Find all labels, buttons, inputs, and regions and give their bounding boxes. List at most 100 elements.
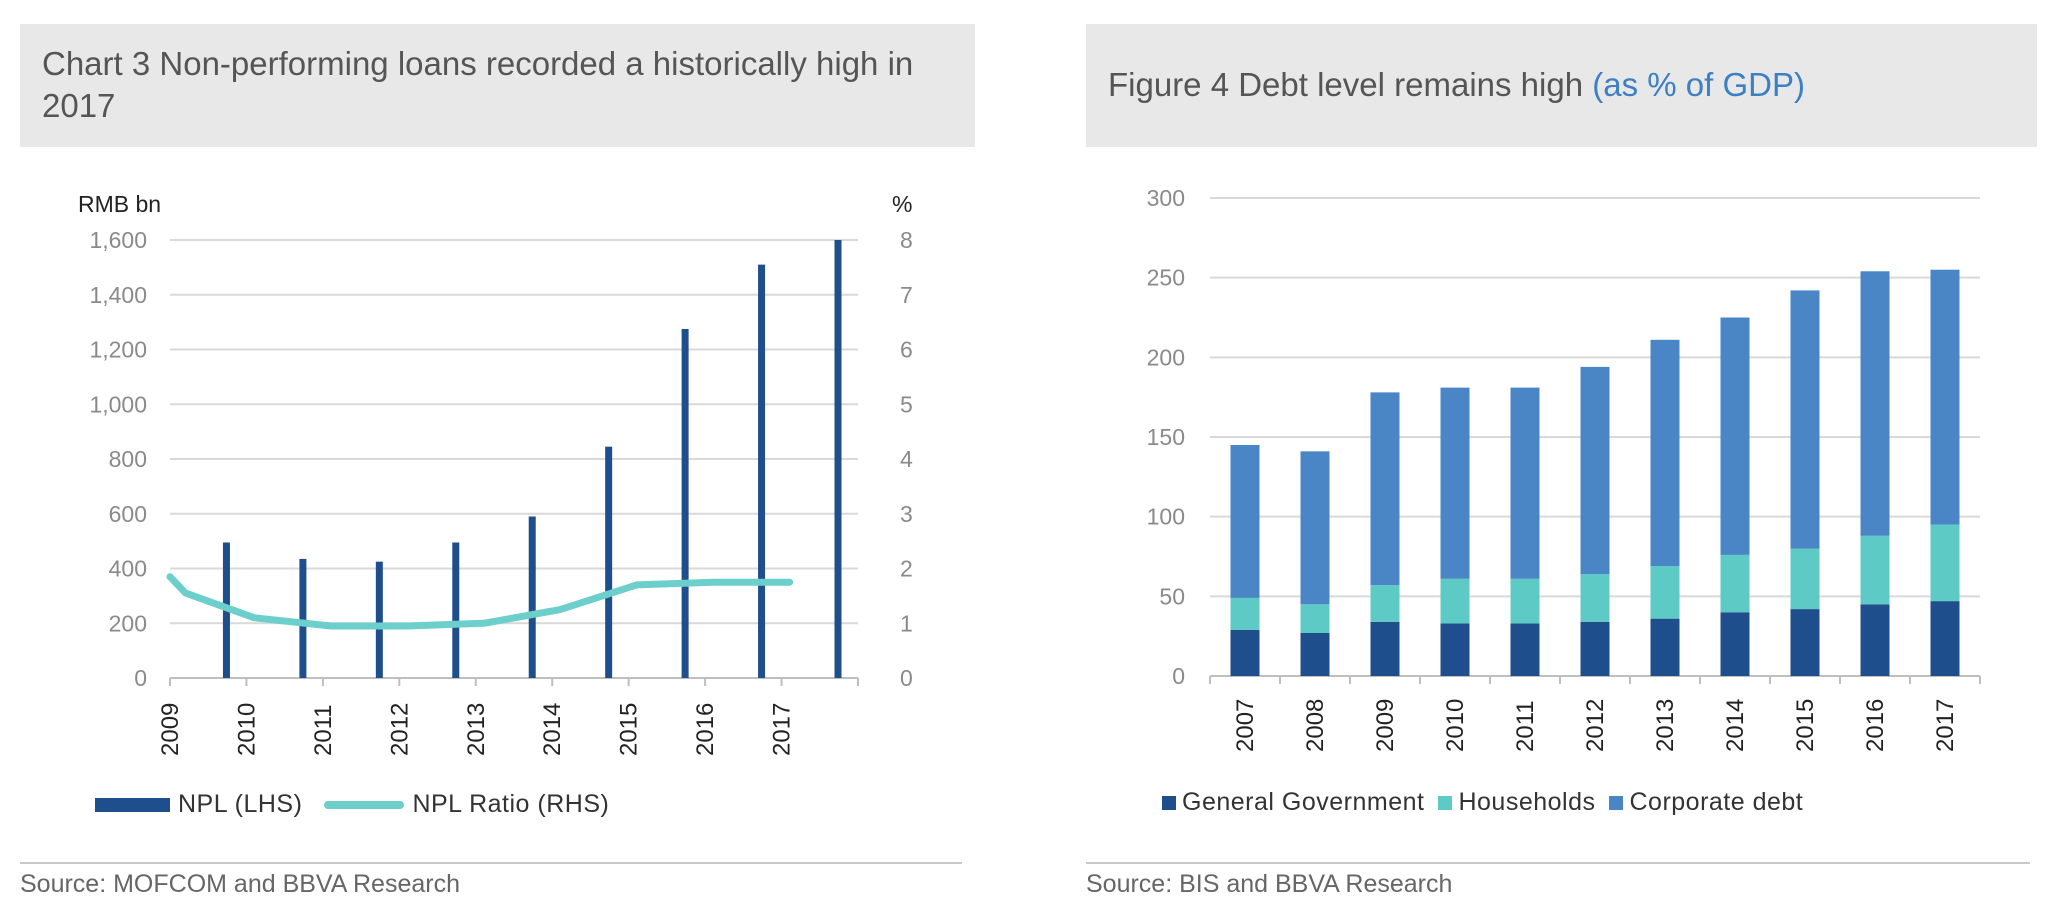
corporate-bar-segment <box>1300 451 1330 605</box>
left-chart-title: Chart 3 Non-performing loans recorded a … <box>42 45 914 124</box>
x-tick-label: 2016 <box>692 703 719 756</box>
legend-swatch <box>95 797 170 812</box>
npl-bar <box>528 516 536 678</box>
legend-label: NPL (LHS) <box>178 790 303 818</box>
x-tick-label: 2014 <box>1722 699 1749 752</box>
govt-bar-segment <box>1650 618 1680 676</box>
govt-bar-segment <box>1230 629 1260 676</box>
npl-bar <box>834 240 842 678</box>
legend-label: Corporate debt <box>1629 788 1804 816</box>
govt-bar-segment <box>1860 604 1890 676</box>
households-bar-segment <box>1510 578 1540 624</box>
govt-bar-segment <box>1510 623 1540 676</box>
y-tick-label: 250 <box>1147 265 1185 291</box>
right-source-rule <box>1086 862 2030 864</box>
legend-swatch <box>324 800 405 809</box>
govt-bar-segment <box>1580 621 1610 676</box>
x-tick-label: 2009 <box>1372 699 1399 752</box>
y-right-tick-label: 3 <box>900 501 913 527</box>
corporate-bar-segment <box>1790 290 1820 549</box>
legend-label: Households <box>1458 788 1596 816</box>
x-tick-label: 2011 <box>1512 700 1539 752</box>
x-tick-label: 2016 <box>1862 699 1889 752</box>
govt-bar-segment <box>1930 601 1960 676</box>
legend-label: NPL Ratio (RHS) <box>412 790 610 818</box>
households-bar-segment <box>1930 524 1960 602</box>
y-left-tick-label: 1,200 <box>89 337 147 363</box>
right-source: Source: BIS and BBVA Research <box>1086 870 1453 898</box>
right-title-box: Figure 4 Debt level remains high (as % o… <box>1086 24 2037 147</box>
legend-label: General Government <box>1182 788 1425 816</box>
legend-swatch <box>1438 795 1453 810</box>
npl-ratio-line <box>166 573 794 630</box>
legend-item: Households <box>1438 788 1595 817</box>
govt-bar-segment <box>1720 612 1750 676</box>
corporate-bar-segment <box>1510 387 1540 579</box>
y-left-axis-label: RMB bn <box>78 191 161 217</box>
y-right-tick-label: 7 <box>900 282 913 308</box>
y-tick-label: 150 <box>1147 424 1185 450</box>
govt-bar-segment <box>1440 623 1470 676</box>
npl-bar <box>299 558 307 678</box>
y-tick-label: 50 <box>1159 583 1185 609</box>
right-chart-title-accent: (as % of GDP) <box>1592 66 1805 103</box>
x-tick-label: 2013 <box>1652 699 1679 752</box>
y-right-tick-label: 4 <box>900 446 913 472</box>
y-tick-label: 200 <box>1147 344 1185 370</box>
households-bar-segment <box>1370 585 1400 622</box>
x-tick-label: 2012 <box>1582 699 1609 752</box>
x-tick-label: 2010 <box>1442 699 1469 752</box>
households-bar-segment <box>1790 548 1820 610</box>
corporate-bar-segment <box>1720 317 1750 555</box>
x-tick-label: 2010 <box>233 703 260 756</box>
households-bar-segment <box>1440 578 1470 624</box>
y-right-tick-label: 5 <box>900 391 913 417</box>
npl-bar <box>681 328 689 678</box>
govt-bar-segment <box>1300 632 1330 676</box>
x-tick-label: 2015 <box>1792 699 1819 752</box>
corporate-bar-segment <box>1370 392 1400 586</box>
x-tick-label: 2007 <box>1232 699 1259 752</box>
x-tick-label: 2013 <box>463 703 490 756</box>
y-left-tick-label: 800 <box>109 446 147 472</box>
left-source: Source: MOFCOM and BBVA Research <box>20 870 460 898</box>
npl-bar <box>452 542 460 678</box>
households-bar-segment <box>1230 597 1260 630</box>
govt-bar-segment <box>1370 621 1400 676</box>
x-tick-label: 2012 <box>386 703 413 756</box>
npl-bar <box>758 264 766 678</box>
y-right-tick-label: 1 <box>900 610 913 636</box>
legend-item: General Government <box>1162 788 1424 817</box>
households-bar-segment <box>1300 604 1330 633</box>
y-left-tick-label: 1,400 <box>89 282 147 308</box>
corporate-bar-segment <box>1440 387 1470 579</box>
legend-swatch <box>1162 795 1176 810</box>
legend-swatch <box>1609 795 1624 810</box>
y-left-tick-label: 400 <box>109 556 147 582</box>
y-tick-label: 0 <box>1172 663 1185 689</box>
left-source-rule <box>20 862 962 864</box>
legend-item: NPL Ratio (RHS) <box>324 790 609 819</box>
npl-bar <box>375 561 383 678</box>
households-bar-segment <box>1650 566 1680 619</box>
corporate-bar-segment <box>1230 444 1260 598</box>
left-title-box: Chart 3 Non-performing loans recorded a … <box>20 24 975 147</box>
left-chart-panel: Chart 3 Non-performing loans recorded a … <box>0 0 1000 906</box>
x-tick-label: 2008 <box>1302 699 1329 752</box>
legend-item: NPL (LHS) <box>95 790 302 819</box>
legend-item: Corporate debt <box>1609 788 1803 817</box>
corporate-bar-segment <box>1930 269 1960 525</box>
right-chart-title: Figure 4 Debt level remains high (as % o… <box>1108 64 1805 106</box>
right-chart-plot: 0 50 100 150 200 250 300 2007 2008 2009 2010 2011 20… <box>1147 185 1981 752</box>
households-bar-segment <box>1720 554 1750 613</box>
y-tick-label: 300 <box>1147 185 1185 211</box>
left-chart-legend: NPL (LHS) NPL Ratio (RHS) <box>95 790 631 819</box>
right-chart-legend: General Government Households Corporate de… <box>1162 788 1817 817</box>
y-right-tick-label: 2 <box>900 556 913 582</box>
y-tick-label: 100 <box>1147 504 1185 530</box>
y-left-tick-label: 1,600 <box>89 227 147 253</box>
y-left-tick-label: 200 <box>109 610 147 636</box>
right-chart-panel: Figure 4 Debt level remains high (as % o… <box>1080 0 2048 906</box>
y-left-tick-label: 1,000 <box>89 391 147 417</box>
left-chart-plot: 0 200 400 600 800 1,000 1,200 1,400 1,600 0 1 2 3 4 5 6… <box>78 191 913 756</box>
